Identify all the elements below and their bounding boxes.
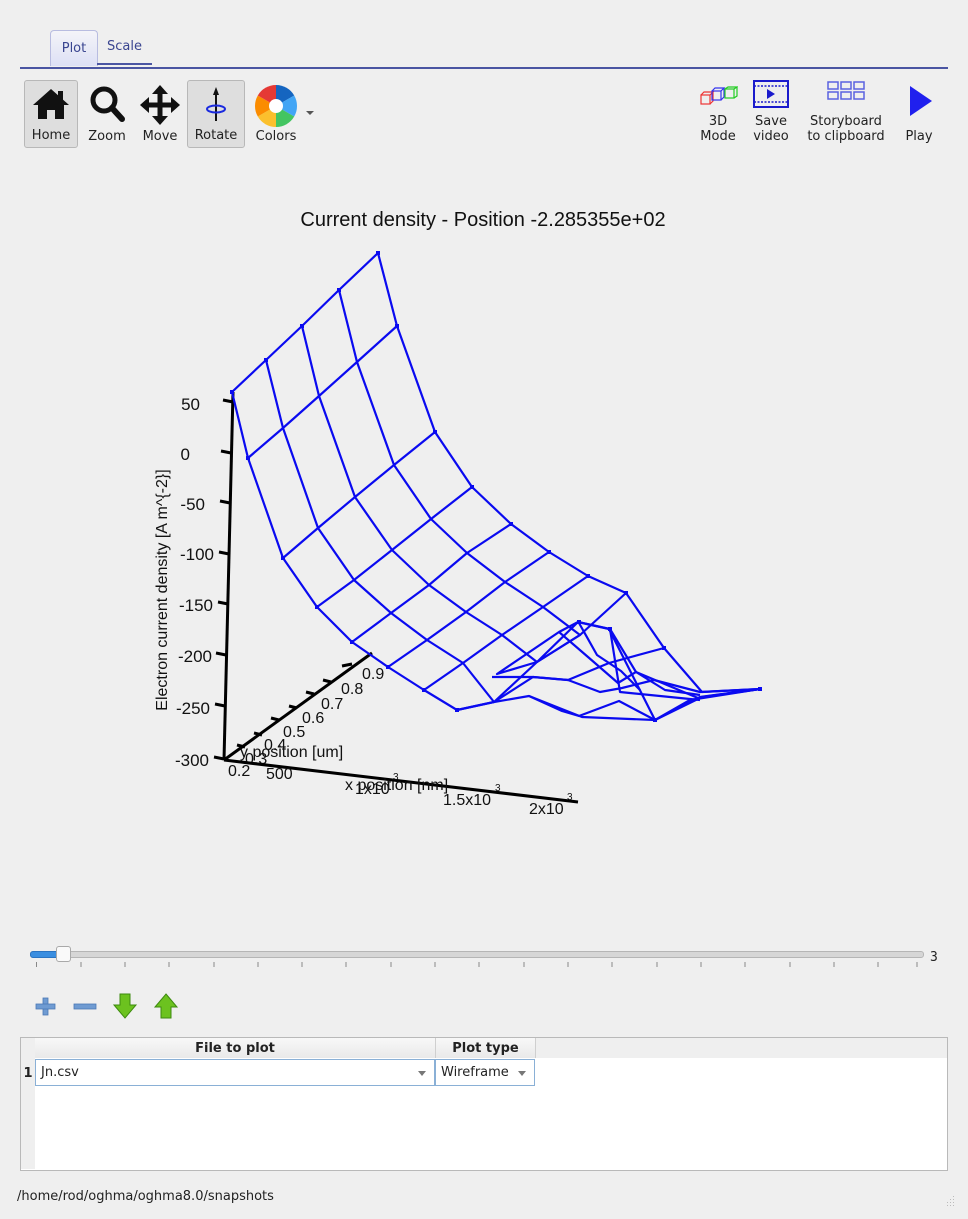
svg-text:2x10: 2x10 (529, 801, 564, 818)
svg-text:-50: -50 (180, 495, 205, 514)
3d-mode-button[interactable]: 3D Mode (696, 80, 740, 148)
file-select[interactable]: Jn.csv (35, 1059, 435, 1086)
svg-text:500: 500 (266, 766, 293, 783)
play-button[interactable]: Play (898, 80, 940, 148)
svg-text:0.4: 0.4 (264, 737, 286, 754)
chevron-down-icon (518, 1071, 526, 1076)
save-video-button[interactable]: Save video (748, 80, 794, 148)
svg-text:0.2: 0.2 (228, 763, 250, 780)
storyboard-to-clipboard-button[interactable]: Storyboard to clipboard (802, 80, 890, 148)
home-button[interactable]: Home (24, 80, 78, 148)
row-number[interactable]: 1 (23, 1065, 33, 1081)
film-icon (753, 80, 789, 108)
svg-text:3: 3 (495, 783, 501, 794)
svg-text:3: 3 (567, 792, 573, 803)
files-table: File to plot Plot type 1 Jn.csv Wirefram… (20, 1037, 948, 1171)
table-header: File to plot Plot type (21, 1038, 947, 1058)
row-header-column (21, 1058, 35, 1169)
svg-text:-250: -250 (176, 699, 210, 718)
plot-type-select[interactable]: Wireframe (435, 1059, 535, 1086)
tab-bar: Plot Scale (20, 30, 948, 69)
minus-icon (73, 1003, 97, 1010)
home-icon (33, 89, 69, 119)
x-axis (223, 758, 579, 804)
wireframe-mesh (230, 252, 761, 722)
svg-text:0.7: 0.7 (321, 696, 343, 713)
chevron-down-icon (418, 1071, 426, 1076)
svg-text:-100: -100 (180, 545, 214, 564)
magnifier-icon (90, 86, 125, 122)
slider-value: 3 (930, 950, 938, 965)
frame-slider-track[interactable] (30, 951, 924, 958)
svg-text:1x10: 1x10 (355, 781, 390, 798)
x-axis-label: x position [nm] (345, 777, 448, 794)
remove-row-button[interactable] (72, 992, 98, 1020)
svg-text:1.5x10: 1.5x10 (443, 792, 491, 809)
svg-text:-150: -150 (179, 596, 213, 615)
column-header-plot-type[interactable]: Plot type (436, 1038, 536, 1058)
slider-ticks (36, 962, 918, 967)
wireframe-nodes (230, 251, 762, 722)
y-axis (223, 651, 373, 762)
zoom-button[interactable]: Zoom (84, 80, 130, 148)
color-wheel-icon (254, 84, 298, 127)
y-axis-label: y position [um] (240, 744, 343, 761)
plot-title: Current density - Position -2.285355e+02 (300, 209, 665, 231)
svg-text:3: 3 (393, 772, 399, 783)
svg-text:0.6: 0.6 (302, 710, 324, 727)
arrow-up-icon (153, 993, 179, 1019)
colors-dropdown-arrow[interactable] (306, 111, 314, 115)
tab-plot[interactable]: Plot (50, 30, 98, 66)
svg-text:-200: -200 (178, 647, 212, 666)
wireframe-plot[interactable]: Current density - Position -2.285355e+02… (0, 160, 968, 940)
rotate-button[interactable]: Rotate (187, 80, 245, 148)
move-down-button[interactable] (112, 992, 138, 1020)
status-path: /home/rod/oghma/oghma8.0/snapshots (17, 1189, 274, 1204)
arrow-down-icon (112, 993, 138, 1019)
svg-text:0.9: 0.9 (362, 666, 384, 683)
rotate-icon (206, 87, 226, 121)
add-row-button[interactable] (32, 992, 58, 1020)
column-header-file[interactable]: File to plot (35, 1038, 436, 1058)
frame-slider-handle[interactable] (56, 946, 71, 962)
z-tick-labels: 50 0 -50 -100 -150 -200 -250 -300 (175, 395, 214, 770)
svg-text:-300: -300 (175, 751, 209, 770)
move-arrows-icon (140, 85, 180, 125)
svg-text:50: 50 (181, 395, 200, 414)
z-axis (213, 391, 235, 761)
plus-icon (35, 997, 56, 1016)
cubes-3d-icon (700, 86, 738, 105)
colors-button[interactable]: Colors (250, 80, 302, 148)
z-axis-label: Electron current density [A m^{-2}] (154, 469, 171, 710)
move-up-button[interactable] (153, 992, 179, 1020)
tab-scale[interactable]: Scale (97, 30, 152, 65)
svg-text:0.5: 0.5 (283, 724, 305, 741)
svg-text:0: 0 (181, 445, 190, 464)
resize-grip-icon[interactable] (946, 1195, 956, 1207)
svg-text:0.8: 0.8 (341, 681, 363, 698)
move-button[interactable]: Move (136, 80, 184, 148)
play-icon (910, 86, 932, 116)
storyboard-icon (827, 81, 865, 100)
